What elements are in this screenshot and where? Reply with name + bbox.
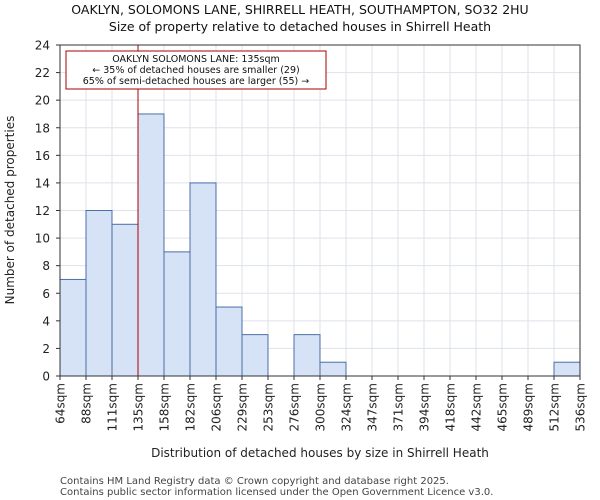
x-axis: 64sqm 88sqm 111sqm 135sqm 158sqm 182sqm 206sqm… — [54, 376, 588, 431]
y-tick-label: 24 — [35, 39, 50, 53]
x-tick-label: 418sqm — [444, 383, 458, 431]
x-tick-label: 206sqm — [210, 383, 224, 431]
chart-subtitle: Size of property relative to detached ho… — [109, 19, 491, 34]
y-tick-label: 4 — [42, 314, 50, 328]
annotation-line-3: 65% of semi-detached houses are larger (… — [83, 76, 310, 87]
x-tick-label: 324sqm — [340, 383, 354, 431]
x-tick-label: 158sqm — [158, 383, 172, 431]
bar — [85, 210, 113, 377]
annotation-line-1: OAKLYN SOLOMONS LANE: 135sqm — [112, 54, 279, 65]
bar — [215, 306, 243, 377]
y-tick-label: 0 — [42, 370, 50, 384]
y-tick-label: 18 — [35, 121, 50, 135]
x-tick-label: 371sqm — [392, 383, 406, 431]
x-tick-label: 394sqm — [418, 383, 432, 431]
x-tick-label: 300sqm — [314, 383, 328, 431]
y-tick-label: 22 — [35, 66, 50, 80]
bar — [163, 251, 191, 377]
x-tick-label: 276sqm — [288, 383, 302, 431]
x-tick-label: 465sqm — [496, 383, 510, 431]
footer-line-1: Contains HM Land Registry data © Crown c… — [60, 476, 449, 487]
chart-title: OAKLYN, SOLOMONS LANE, SHIRRELL HEATH, S… — [71, 2, 528, 17]
y-tick-label: 10 — [35, 232, 50, 246]
y-tick-label: 12 — [35, 204, 50, 218]
bar — [293, 334, 321, 377]
y-tick-label: 8 — [42, 259, 50, 273]
y-axis-label: Number of detached properties — [3, 116, 17, 305]
bar — [111, 223, 139, 377]
annotation-frame — [65, 50, 327, 90]
y-tick-label: 2 — [42, 342, 50, 356]
footer-line-2: Contains public sector information licen… — [60, 487, 493, 498]
annotation-line-2: ← 35% of detached houses are smaller (29… — [92, 65, 299, 76]
x-tick-label: 88sqm — [80, 383, 94, 424]
x-axis-label: Distribution of detached houses by size … — [151, 446, 489, 460]
x-tick-label: 512sqm — [548, 383, 562, 431]
annotation-box: OAKLYN SOLOMONS LANE: 135sqm ← 35% of de… — [65, 50, 327, 90]
x-tick-label: 442sqm — [470, 383, 484, 431]
y-tick-label: 20 — [35, 94, 50, 108]
x-tick-label: 489sqm — [522, 383, 536, 431]
bar — [137, 113, 165, 377]
bar — [189, 182, 217, 377]
x-tick-label: 229sqm — [236, 383, 250, 431]
bar — [319, 361, 347, 377]
y-tick-label: 6 — [42, 287, 50, 301]
y-tick-label: 14 — [35, 176, 50, 190]
x-tick-label: 64sqm — [54, 383, 68, 424]
x-tick-label: 347sqm — [366, 383, 380, 431]
bar — [553, 361, 581, 377]
y-tick-label: 16 — [35, 149, 50, 163]
x-tick-label: 253sqm — [262, 383, 276, 431]
x-tick-label: 536sqm — [574, 383, 588, 431]
x-tick-label: 135sqm — [132, 383, 146, 431]
x-tick-label: 111sqm — [106, 383, 120, 431]
bar — [241, 334, 269, 377]
bars — [59, 113, 581, 377]
x-tick-label: 182sqm — [184, 383, 198, 431]
bar — [59, 278, 87, 377]
